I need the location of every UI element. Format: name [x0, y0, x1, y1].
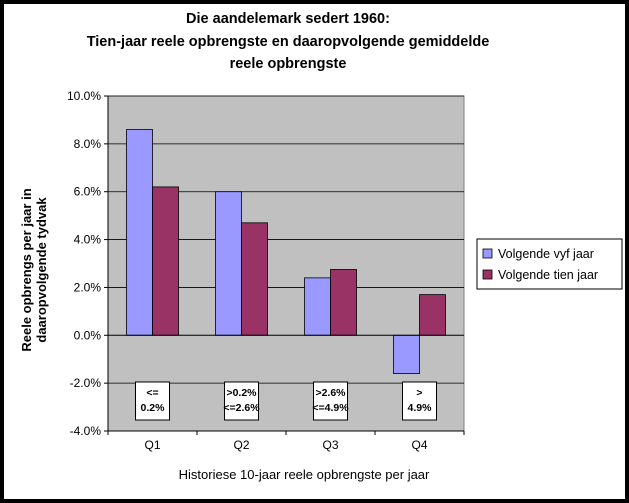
x-axis-title: Historiese 10-jaar reele opbrengste per … [179, 467, 430, 482]
y-axis-title-line-1: Reele opbrengs per jaar in [19, 188, 34, 351]
y-tick-label: 6.0% [74, 185, 102, 199]
annotation-text: <= [146, 387, 158, 399]
bar-q2-volgende-tien-jaar [241, 222, 268, 336]
legend-swatch-volgende-vyf-jaar [482, 248, 493, 259]
annotation-box-q4 [402, 381, 437, 421]
category-label-q2: Q2 [233, 438, 249, 452]
y-tick-label: 8.0% [74, 137, 102, 151]
annotations: <= 0.2% >0.2% <=2.6% >2.6% <=4.9% >4.9% [135, 381, 437, 421]
annotation-text: > [416, 387, 422, 399]
y-tick-label: 2.0% [74, 280, 102, 294]
annotation-box-q3 [313, 381, 348, 421]
annotation-box-q1 [135, 381, 170, 421]
legend-box [476, 238, 623, 290]
bar-q3-volgende-tien-jaar [330, 269, 357, 336]
chart: Die aandelemark sedert 1960: Tien-jaar r… [19, 11, 623, 482]
annotation-text: 0.2% [141, 402, 166, 414]
category-label-q3: Q3 [322, 438, 338, 452]
chart-title-line-2: Tien-jaar reele opbrengste en daaropvolg… [87, 34, 490, 50]
annotation-text: <=2.6% [223, 402, 260, 414]
bar-q4-volgende-vyf-jaar [393, 334, 420, 374]
bar-q2-volgende-vyf-jaar [215, 191, 242, 336]
legend-swatch-volgende-tien-jaar [482, 269, 493, 280]
legend: Volgende vyf jaar Volgende tien jaar [476, 238, 623, 290]
annotation-text: 4.9% [408, 402, 433, 414]
annotation-box-q2 [224, 381, 259, 421]
y-tick-label: -2.0% [70, 376, 102, 390]
y-tick-label: 4.0% [74, 233, 102, 247]
y-tick-label: 0.0% [74, 328, 102, 342]
bar-q1-volgende-tien-jaar [152, 186, 179, 336]
y-axis-title: Reele opbrengs per jaar in daaropvolgend… [19, 188, 49, 351]
y-axis-title-line-2: daaropvolgende tydvak [34, 197, 49, 343]
y-tick-label: -4.0% [70, 424, 102, 438]
annotation-text: >2.6% [315, 387, 346, 399]
category-label-q4: Q4 [411, 438, 427, 452]
y-tick-label: 10.0% [67, 89, 101, 103]
bar-q3-volgende-vyf-jaar [304, 277, 331, 336]
legend-label-volgende-vyf-jaar: Volgende vyf jaar [498, 247, 594, 261]
bar-q4-volgende-tien-jaar [419, 294, 446, 336]
annotation-text: <=4.9% [312, 402, 349, 414]
chart-title-line-3: reele opbrengste [230, 56, 347, 72]
chart-frame: Die aandelemark sedert 1960: Tien-jaar r… [4, 4, 625, 499]
bar-q1-volgende-vyf-jaar [126, 129, 153, 336]
y-axis-ticks: -4.0% -2.0% 0.0% 2.0% 4.0% 6.0% 8.0% 10.0% [67, 89, 109, 438]
x-axis-ticks: Q1 Q2 Q3 Q4 [107, 430, 465, 452]
category-label-q1: Q1 [144, 438, 160, 452]
legend-label-volgende-tien-jaar: Volgende tien jaar [498, 268, 598, 282]
chart-title-line-1: Die aandelemark sedert 1960: [186, 11, 390, 27]
annotation-text: >0.2% [226, 387, 257, 399]
bars [126, 129, 446, 374]
